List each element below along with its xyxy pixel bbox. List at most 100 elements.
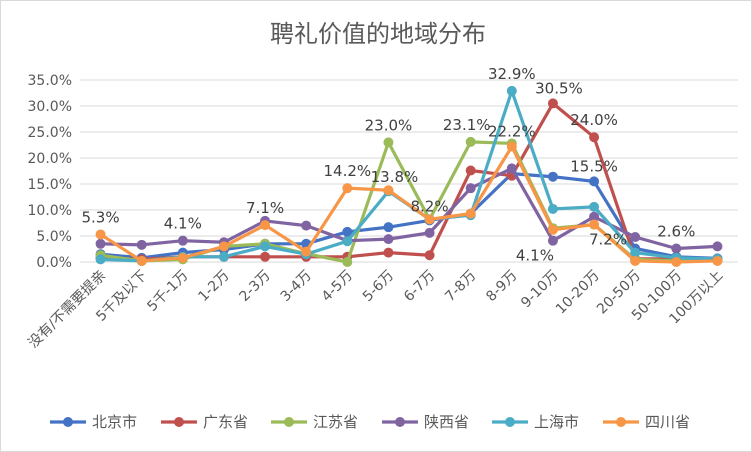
data-label: 23.1% [443, 116, 491, 134]
data-labels: 5.3% 4.1% 7.1% 14.2% 23.0% 13.8% 8.2% 23.1% 32.9… [82, 65, 696, 265]
data-point [465, 208, 476, 219]
data-point [506, 141, 517, 152]
data-label: 32.9% [488, 65, 536, 83]
data-point [383, 247, 394, 258]
y-tick-label: 30.0% [28, 99, 72, 115]
data-point [547, 203, 558, 214]
data-point [218, 241, 229, 252]
y-tick-label: 15.0% [28, 177, 72, 193]
data-point [589, 219, 600, 230]
data-point [342, 236, 353, 247]
legend-label: 上海市 [534, 413, 579, 431]
data-point [301, 246, 312, 257]
data-point [342, 257, 353, 267]
data-point [177, 235, 188, 246]
y-tick-label: 5.0% [36, 229, 72, 245]
data-point [589, 176, 600, 187]
y-axis-ticks: 0.0% 5.0% 10.0% 15.0% 20.0% 25.0% 30.0% 35.0% [28, 73, 72, 271]
data-label: 5.3% [82, 208, 120, 226]
y-tick-label: 35.0% [28, 73, 72, 89]
series-lines [95, 85, 723, 267]
data-point [342, 183, 353, 194]
data-label: 8.2% [411, 197, 449, 215]
data-point [177, 252, 188, 263]
legend-marker [505, 417, 515, 427]
data-point [95, 254, 106, 265]
y-tick-label: 20.0% [28, 151, 72, 167]
data-label: 7.2% [589, 231, 627, 249]
data-point [589, 211, 600, 222]
data-point [383, 222, 394, 233]
data-point [301, 220, 312, 231]
data-point [506, 85, 517, 96]
data-point [465, 165, 476, 176]
legend-item: 四川省 [603, 413, 690, 431]
data-point [260, 241, 271, 252]
data-point [712, 255, 723, 266]
data-point [630, 232, 641, 243]
legend-marker [284, 417, 294, 427]
data-label: 4.1% [516, 247, 554, 265]
legend-label: 江苏省 [313, 413, 358, 431]
data-point [671, 257, 682, 267]
data-point [342, 226, 353, 237]
data-label: 15.5% [570, 157, 618, 175]
data-point [630, 247, 641, 258]
data-label: 24.0% [570, 111, 618, 129]
legend-item: 北京市 [50, 413, 137, 431]
data-point [547, 224, 558, 235]
data-label: 30.5% [535, 79, 583, 97]
legend-label: 北京市 [92, 413, 137, 431]
legend-label: 陕西省 [424, 413, 469, 431]
data-label: 4.1% [164, 215, 202, 233]
data-label: 14.2% [323, 162, 371, 180]
chart-title: 聘礼价值的地域分布 [270, 20, 486, 48]
legend-marker [616, 417, 626, 427]
data-point [136, 255, 147, 266]
data-point [547, 171, 558, 182]
legend: 北京市 广东省 江苏省 陕西省 上海市 四川省 [50, 413, 690, 431]
data-label: 23.0% [365, 116, 413, 134]
data-point [383, 185, 394, 196]
y-tick-label: 25.0% [28, 125, 72, 141]
y-tick-label: 10.0% [28, 203, 72, 219]
data-point [589, 201, 600, 212]
data-point [136, 239, 147, 250]
data-label: 7.1% [246, 199, 284, 217]
data-label: 22.2% [488, 123, 536, 141]
legend-label: 广东省 [203, 413, 248, 431]
data-point [260, 251, 271, 262]
data-point [547, 235, 558, 246]
data-label: 2.6% [657, 222, 695, 240]
data-point [630, 255, 641, 266]
data-point [383, 137, 394, 148]
y-tick-label: 0.0% [36, 255, 72, 271]
data-point [95, 229, 106, 240]
data-point [424, 250, 435, 261]
data-point [465, 183, 476, 194]
legend-label: 四川省 [645, 413, 690, 431]
legend-marker [395, 417, 405, 427]
legend-item: 陕西省 [382, 413, 469, 431]
data-point [465, 136, 476, 147]
legend-item: 江苏省 [271, 413, 358, 431]
data-point [218, 251, 229, 262]
legend-marker [63, 417, 73, 427]
data-point [589, 132, 600, 143]
data-point [383, 234, 394, 245]
data-point [671, 243, 682, 254]
data-point [424, 227, 435, 238]
data-point [547, 98, 558, 109]
legend-item: 广东省 [161, 413, 248, 431]
data-point [424, 214, 435, 225]
data-point [260, 220, 271, 231]
data-point [712, 241, 723, 252]
data-point [95, 238, 106, 249]
legend-marker [174, 417, 184, 427]
series-line [99, 144, 718, 264]
legend-item: 上海市 [492, 413, 579, 431]
data-point [506, 163, 517, 174]
